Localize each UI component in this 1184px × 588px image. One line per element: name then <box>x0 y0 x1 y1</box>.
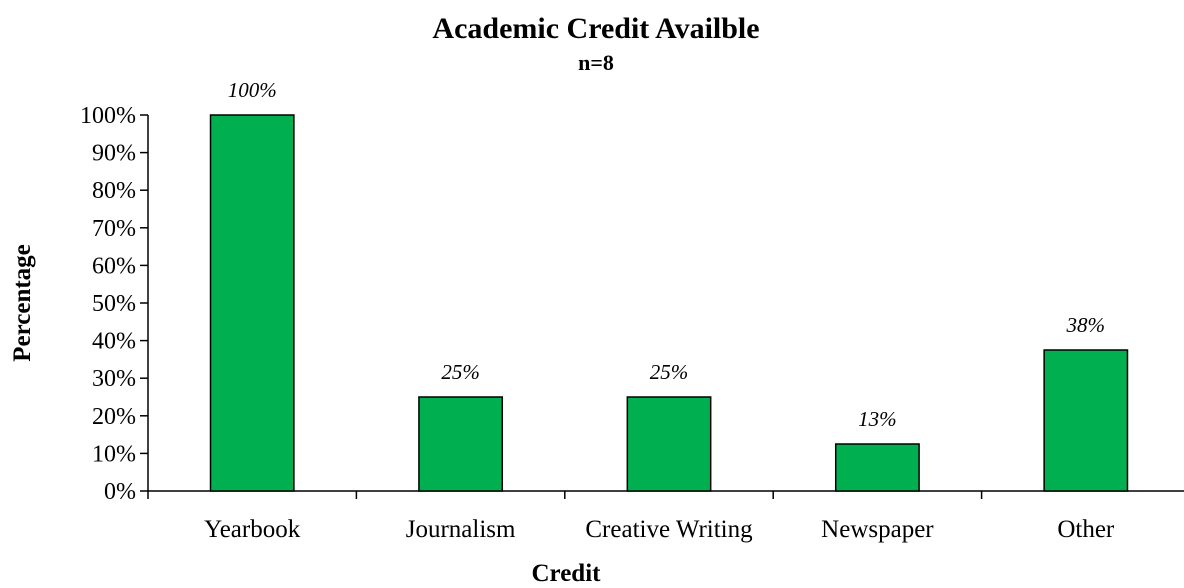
chart-subtitle: n=8 <box>578 50 614 75</box>
bar <box>209 114 295 492</box>
bar-value-label: 25% <box>441 360 480 384</box>
bar <box>626 396 712 492</box>
y-tick-label: 60% <box>92 253 136 279</box>
x-tick-label: Journalism <box>406 516 516 543</box>
bar <box>834 443 920 492</box>
y-axis: 0% 10% 20% 30% 40% 50% 60% 70% 80% 90% 100% <box>80 103 149 505</box>
y-tick-label: 90% <box>92 141 136 167</box>
data-labels: 100% 25% 25% 13% 38% <box>228 78 1105 431</box>
x-axis-title: Credit <box>532 560 602 587</box>
bar-value-label: 13% <box>858 407 897 431</box>
bar-value-label: 25% <box>650 360 689 384</box>
y-tick-label: 40% <box>92 329 136 355</box>
y-tick-label: 0% <box>104 479 136 505</box>
chart-title: Academic Credit Availble <box>432 12 759 45</box>
y-tick-label: 70% <box>92 216 136 242</box>
bar <box>1043 349 1129 492</box>
x-tick-label: Other <box>1057 516 1115 543</box>
bar-series <box>209 114 1129 492</box>
y-tick-label: 80% <box>92 178 136 204</box>
y-tick-label: 100% <box>80 103 136 129</box>
bar <box>418 396 504 492</box>
x-tick-label: Creative Writing <box>585 516 753 543</box>
y-tick-label: 10% <box>92 441 136 467</box>
x-axis: Yearbook Journalism Creative Writing Newspa… <box>147 490 1184 543</box>
x-tick-label: Newspaper <box>821 516 934 543</box>
y-tick-label: 50% <box>92 291 136 317</box>
x-tick-label: Yearbook <box>204 516 301 543</box>
y-tick-label: 30% <box>92 366 136 392</box>
y-axis-title: Percentage <box>9 244 36 362</box>
y-tick-label: 20% <box>92 404 136 430</box>
bar-value-label: 38% <box>1066 313 1106 337</box>
bar-value-label: 100% <box>228 78 277 102</box>
